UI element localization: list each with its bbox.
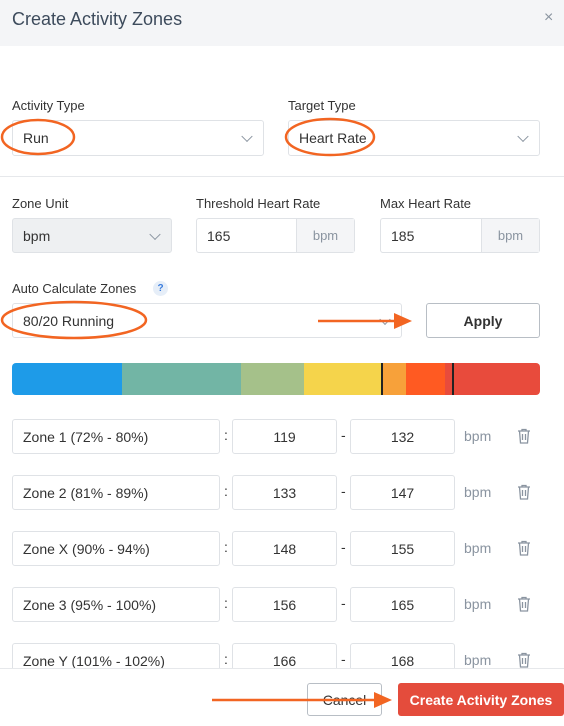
zone-colon: : [224, 651, 228, 667]
zone-min-input[interactable]: 119 [232, 419, 337, 454]
zone-bar-segment [12, 363, 123, 395]
apply-button[interactable]: Apply [426, 303, 540, 338]
create-activity-zones-button[interactable]: Create Activity Zones [398, 683, 564, 716]
zone-name-value: Zone 2 (81% - 89%) [23, 484, 149, 501]
threshold-hr-input[interactable]: 165 bpm [196, 218, 355, 253]
chevron-down-icon [517, 130, 529, 143]
target-type-select[interactable]: Heart Rate [288, 120, 540, 156]
zone-bar-segment [382, 363, 407, 395]
zone-max-input[interactable]: 155 [350, 531, 455, 566]
close-icon[interactable]: × [544, 9, 554, 26]
zone-unit: bpm [464, 484, 492, 500]
zone-range-dash: - [341, 539, 346, 555]
target-type-value: Heart Rate [299, 130, 367, 146]
zone-unit-select[interactable]: bpm [12, 218, 172, 253]
max-hr-value: 185 [391, 227, 415, 244]
zone-max-input[interactable]: 165 [350, 587, 455, 622]
zone-unit-value: bpm [23, 227, 51, 244]
zone-bar-segment [445, 363, 540, 395]
zone-range-dash: - [341, 651, 346, 667]
zone-name-input[interactable]: Zone 1 (72% - 80%) [12, 419, 220, 454]
zone-bar-marker [452, 363, 455, 395]
zone-unit: bpm [464, 652, 492, 668]
zone-bar-marker [381, 363, 384, 395]
zone-max-value: 155 [390, 540, 415, 557]
chevron-down-icon [241, 130, 253, 143]
zone-min-input[interactable]: 156 [232, 587, 337, 622]
auto-calc-select[interactable]: 80/20 Running [12, 303, 402, 338]
threshold-hr-unit: bpm [296, 219, 354, 252]
divider [0, 176, 564, 177]
zone-bar-segment [303, 363, 383, 395]
zone-name-input[interactable]: Zone 3 (95% - 100%) [12, 587, 220, 622]
zone-colon: : [224, 427, 228, 443]
zone-unit: bpm [464, 540, 492, 556]
max-hr-label: Max Heart Rate [380, 196, 472, 211]
zone-bar-segment [122, 363, 241, 395]
zone-color-bar [12, 363, 540, 395]
zone-min-input[interactable]: 133 [232, 475, 337, 510]
dialog-header: Create Activity Zones × [0, 0, 564, 46]
auto-calc-label: Auto Calculate Zones [12, 281, 137, 296]
auto-calc-value: 80/20 Running [23, 312, 115, 329]
trash-icon[interactable] [517, 596, 531, 612]
zone-max-input[interactable]: 147 [350, 475, 455, 510]
zone-unit: bpm [464, 428, 492, 444]
activity-type-select[interactable]: Run [12, 120, 264, 156]
zone-min-value: 156 [272, 596, 297, 613]
zone-name-value: Zone 3 (95% - 100%) [23, 596, 157, 613]
threshold-hr-label: Threshold Heart Rate [196, 196, 321, 211]
max-hr-input[interactable]: 185 bpm [380, 218, 540, 253]
zone-min-input[interactable]: 148 [232, 531, 337, 566]
target-type-label: Target Type [288, 98, 356, 113]
zone-range-dash: - [341, 483, 346, 499]
activity-type-value: Run [23, 130, 49, 146]
dialog-title: Create Activity Zones [12, 9, 183, 29]
activity-type-label: Activity Type [12, 98, 85, 113]
chevron-down-icon [379, 313, 391, 325]
zone-name-input[interactable]: Zone X (90% - 94%) [12, 531, 220, 566]
zone-colon: : [224, 483, 228, 499]
zone-max-value: 165 [390, 596, 415, 613]
help-icon[interactable]: ? [153, 281, 168, 296]
zone-colon: : [224, 595, 228, 611]
zone-min-value: 119 [273, 428, 296, 445]
zone-name-value: Zone 1 (72% - 80%) [23, 428, 149, 445]
trash-icon[interactable] [517, 484, 531, 500]
zone-min-value: 166 [272, 652, 297, 669]
trash-icon[interactable] [517, 428, 531, 444]
threshold-hr-value: 165 [207, 227, 231, 244]
zone-min-value: 148 [272, 540, 297, 557]
zone-bar-segment [240, 363, 304, 395]
zone-max-input[interactable]: 132 [350, 419, 455, 454]
zone-range-dash: - [341, 427, 346, 443]
zone-bar-segment [406, 363, 446, 395]
trash-icon[interactable] [517, 540, 531, 556]
zone-name-value: Zone X (90% - 94%) [23, 540, 150, 557]
max-hr-unit: bpm [481, 219, 539, 252]
zone-name-value: Zone Y (101% - 102%) [23, 652, 165, 669]
zone-max-value: 168 [390, 652, 415, 669]
chevron-down-icon [149, 228, 161, 240]
zone-name-input[interactable]: Zone 2 (81% - 89%) [12, 475, 220, 510]
cancel-button[interactable]: Cancel [307, 683, 382, 716]
zone-min-value: 133 [272, 484, 297, 501]
zone-colon: : [224, 539, 228, 555]
zone-unit-label: Zone Unit [12, 196, 69, 211]
zone-max-value: 132 [390, 428, 415, 445]
zone-max-value: 147 [390, 484, 415, 501]
zone-range-dash: - [341, 595, 346, 611]
zone-unit: bpm [464, 596, 492, 612]
trash-icon[interactable] [517, 652, 531, 668]
